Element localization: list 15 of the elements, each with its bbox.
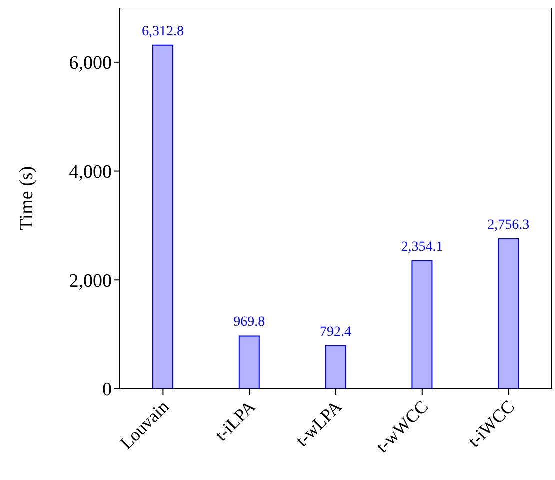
bar: [238, 336, 260, 389]
bar: [498, 238, 520, 389]
bar: [325, 345, 346, 389]
bar: [412, 260, 433, 389]
bar: [152, 44, 174, 389]
y-tick-label: 6,000: [69, 53, 112, 74]
data-label: 2,756.3: [488, 218, 530, 233]
data-label: 969.8: [234, 315, 266, 330]
data-label: 2,354.1: [401, 240, 444, 255]
data-label: 6,312.8: [142, 24, 184, 40]
y-tick-label: 2,000: [69, 270, 112, 292]
data-label: 792.4: [320, 324, 352, 340]
y-tick-label: 4,000: [69, 162, 112, 184]
y-tick-label: 0: [102, 380, 112, 401]
y-axis-title: Time (s): [16, 166, 38, 231]
